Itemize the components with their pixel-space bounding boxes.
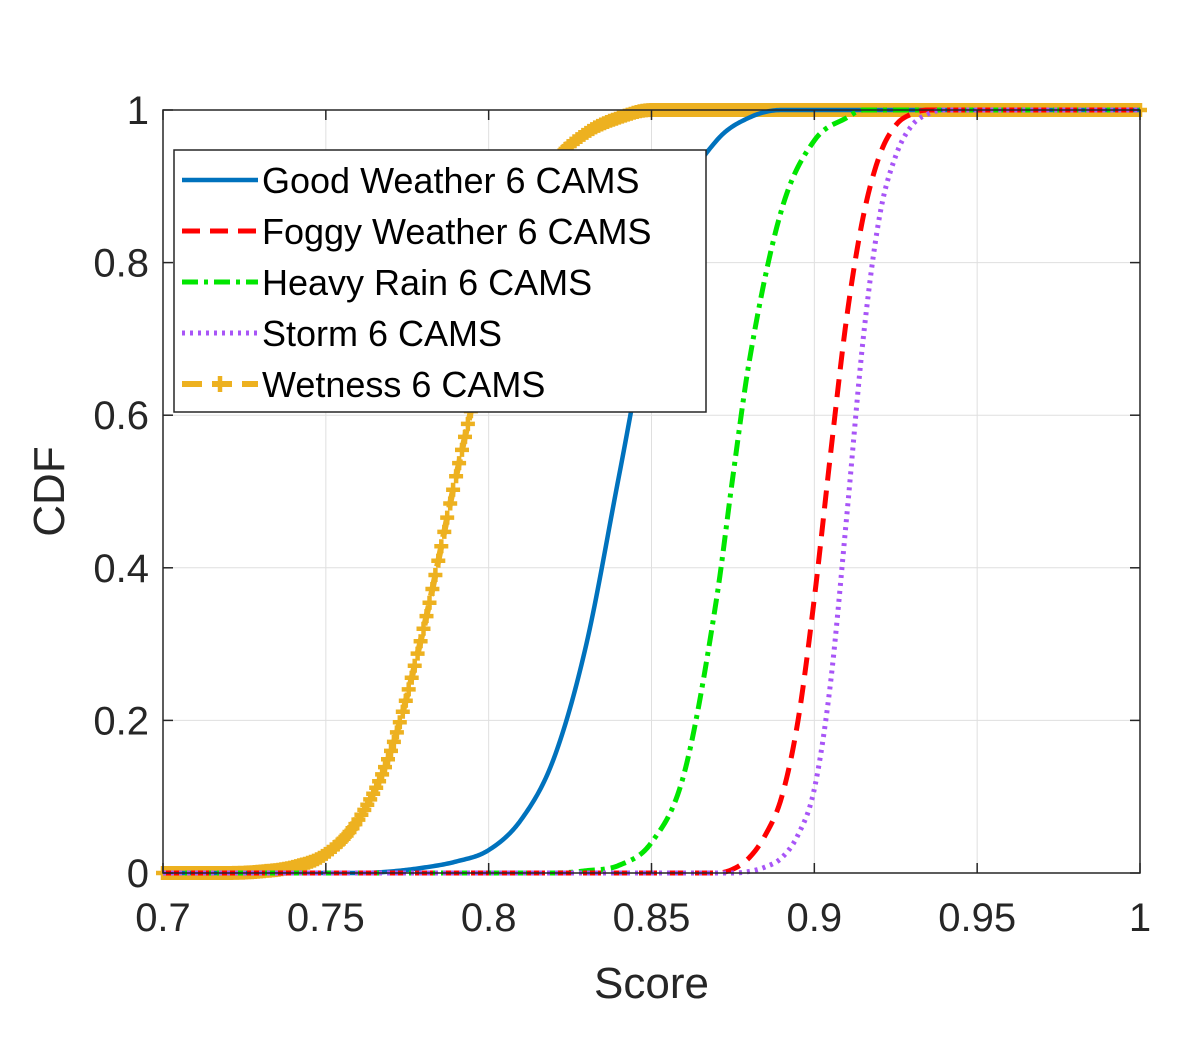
x-axis-tick-labels: 0.7 0.75 0.8 0.85 0.9 0.95 1 [135,896,1151,940]
legend-label: Storm 6 CAMS [262,313,502,354]
x-tick-label: 0.9 [787,896,843,940]
legend: Good Weather 6 CAMS Foggy Weather 6 CAMS H… [174,150,706,412]
x-axis-title: Score [594,959,709,1008]
x-tick-label: 0.95 [938,896,1016,940]
y-axis-tick-labels: 0 0.2 0.4 0.6 0.8 1 [93,89,149,896]
x-tick-label: 1 [1129,896,1151,940]
y-tick-label: 0 [127,852,149,896]
x-tick-label: 0.85 [613,896,691,940]
x-tick-label: 0.7 [135,896,191,940]
cdf-chart: 0.7 0.75 0.8 0.85 0.9 0.95 1 0 0.2 0.4 0.6 0.8 1 Sc… [0,0,1196,1053]
y-tick-label: 0.8 [93,242,149,286]
y-tick-label: 1 [127,89,149,133]
x-tick-label: 0.75 [287,896,365,940]
y-tick-label: 0.2 [93,699,149,743]
y-tick-label: 0.6 [93,394,149,438]
y-axis-title: CDF [25,446,74,536]
legend-label: Wetness 6 CAMS [262,364,545,405]
x-tick-label: 0.8 [461,896,517,940]
legend-label: Good Weather 6 CAMS [262,160,640,201]
legend-label: Heavy Rain 6 CAMS [262,262,592,303]
legend-label: Foggy Weather 6 CAMS [262,211,652,252]
y-tick-label: 0.4 [93,547,149,591]
